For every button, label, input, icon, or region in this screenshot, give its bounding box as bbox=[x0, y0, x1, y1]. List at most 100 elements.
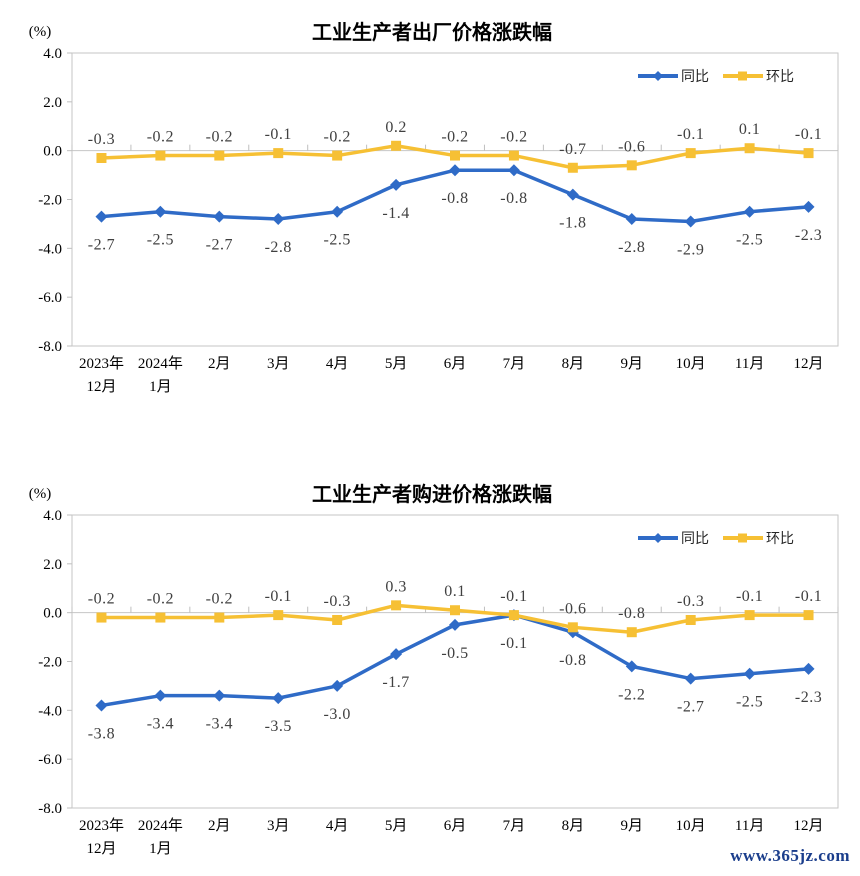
data-label: -0.1 bbox=[736, 588, 763, 605]
square-marker bbox=[626, 160, 637, 171]
watermark: www.365jz.com bbox=[730, 846, 850, 865]
diamond-marker bbox=[625, 213, 638, 226]
square-marker bbox=[450, 150, 460, 161]
x-axis-label-line2: 1月 bbox=[149, 379, 172, 395]
square-marker bbox=[685, 148, 696, 159]
data-label: -0.2 bbox=[206, 129, 233, 146]
data-label: -0.1 bbox=[795, 588, 822, 605]
y-axis-tick-label: 0.0 bbox=[43, 144, 62, 160]
data-label: -0.1 bbox=[265, 126, 292, 143]
square-marker bbox=[273, 610, 284, 621]
data-label: -0.2 bbox=[206, 591, 233, 608]
x-axis-label: 5月 bbox=[385, 356, 408, 372]
data-label: -2.8 bbox=[618, 239, 645, 256]
data-label: -0.1 bbox=[500, 635, 527, 652]
diamond-marker bbox=[95, 699, 108, 712]
square-marker bbox=[273, 148, 284, 159]
data-label: -0.8 bbox=[618, 605, 645, 622]
x-axis-label: 4月 bbox=[326, 818, 349, 834]
data-label: -2.3 bbox=[795, 689, 822, 706]
diamond-marker bbox=[390, 178, 403, 191]
data-label: -0.2 bbox=[147, 591, 174, 608]
x-axis-label-line2: 1月 bbox=[149, 841, 172, 857]
square-marker bbox=[626, 627, 637, 638]
diamond-marker bbox=[213, 210, 226, 223]
y-axis-tick-label: 4.0 bbox=[43, 46, 62, 62]
data-label: -2.7 bbox=[206, 237, 233, 254]
data-label: -0.8 bbox=[500, 190, 527, 207]
legend-label-huanbi: 环比 bbox=[766, 68, 794, 84]
square-marker bbox=[508, 150, 519, 161]
x-axis-label: 2024年 bbox=[138, 355, 183, 372]
data-label: 0.1 bbox=[444, 583, 466, 600]
y-axis-tick-label: -8.0 bbox=[38, 339, 62, 355]
unit-label: (%) bbox=[29, 486, 52, 502]
data-label: -2.7 bbox=[677, 699, 704, 716]
data-label: -1.7 bbox=[382, 674, 409, 691]
diamond-marker bbox=[213, 689, 226, 702]
square-marker bbox=[685, 614, 696, 625]
data-label: -0.7 bbox=[559, 141, 586, 158]
square-marker bbox=[567, 162, 578, 173]
square-marker bbox=[214, 150, 225, 161]
x-axis-label-line2: 12月 bbox=[86, 841, 116, 857]
x-axis-label: 6月 bbox=[444, 356, 467, 372]
y-axis-tick-label: -2.0 bbox=[38, 193, 62, 209]
data-label: -0.3 bbox=[677, 593, 704, 610]
y-axis-tick-label: -2.0 bbox=[38, 655, 62, 671]
diamond-marker bbox=[449, 164, 461, 177]
chart-title: 工业生产者出厂价格涨跌幅 bbox=[312, 20, 552, 44]
data-label: -3.4 bbox=[206, 716, 233, 733]
x-axis-label: 5月 bbox=[385, 818, 408, 834]
y-axis-tick-label: -8.0 bbox=[38, 801, 62, 817]
diamond-marker bbox=[743, 205, 756, 218]
square-marker bbox=[96, 152, 107, 163]
y-axis-tick-label: -4.0 bbox=[38, 703, 62, 719]
y-axis-tick-label: 4.0 bbox=[43, 508, 62, 524]
diamond-marker bbox=[625, 660, 638, 673]
x-axis-label: 7月 bbox=[503, 356, 526, 372]
x-axis-label: 2023年 bbox=[79, 355, 124, 372]
x-axis-label: 9月 bbox=[621, 818, 644, 834]
data-label: -2.5 bbox=[147, 232, 174, 249]
legend-label-tongbi: 同比 bbox=[681, 530, 709, 546]
data-label: -0.2 bbox=[500, 129, 527, 146]
unit-label: (%) bbox=[29, 24, 52, 40]
data-label: -1.4 bbox=[382, 205, 409, 222]
square-marker bbox=[744, 143, 755, 154]
square-marker bbox=[450, 605, 460, 616]
x-axis-label: 8月 bbox=[562, 356, 585, 372]
diamond-marker bbox=[272, 213, 285, 226]
square-icon bbox=[738, 533, 747, 543]
diamond-icon bbox=[653, 533, 663, 543]
legend-label-tongbi: 同比 bbox=[681, 68, 709, 84]
data-label: -0.1 bbox=[677, 126, 704, 143]
data-label: -0.8 bbox=[559, 652, 586, 669]
diamond-marker bbox=[743, 667, 756, 680]
y-axis-tick-label: -6.0 bbox=[38, 290, 62, 306]
square-marker bbox=[803, 148, 814, 159]
data-label: -2.5 bbox=[323, 232, 350, 249]
data-label: -0.2 bbox=[88, 591, 115, 608]
square-marker bbox=[744, 610, 755, 621]
data-label: 0.2 bbox=[385, 119, 407, 136]
diamond-marker bbox=[154, 689, 167, 702]
square-marker bbox=[155, 150, 166, 161]
x-axis-label: 10月 bbox=[676, 356, 706, 372]
y-axis-tick-label: 2.0 bbox=[43, 95, 62, 111]
x-axis-label: 3月 bbox=[267, 818, 290, 834]
square-marker bbox=[214, 612, 225, 623]
data-label: -0.1 bbox=[500, 588, 527, 605]
diamond-marker bbox=[684, 672, 697, 685]
data-label: -2.5 bbox=[736, 232, 763, 249]
y-axis-tick-label: 2.0 bbox=[43, 557, 62, 573]
y-axis-tick-label: -6.0 bbox=[38, 752, 62, 768]
square-marker bbox=[803, 610, 814, 621]
diamond-marker bbox=[272, 692, 285, 705]
data-label: -3.8 bbox=[88, 725, 115, 742]
data-label: -0.1 bbox=[795, 126, 822, 143]
diamond-marker bbox=[331, 679, 344, 692]
data-label: -0.6 bbox=[618, 138, 645, 155]
chart-purchase-price: (%) 工业生产者购进价格涨跌幅 4.0 2.0 0.0 -2.0 -4.0 -6.0 -8.0… bbox=[0, 462, 860, 876]
